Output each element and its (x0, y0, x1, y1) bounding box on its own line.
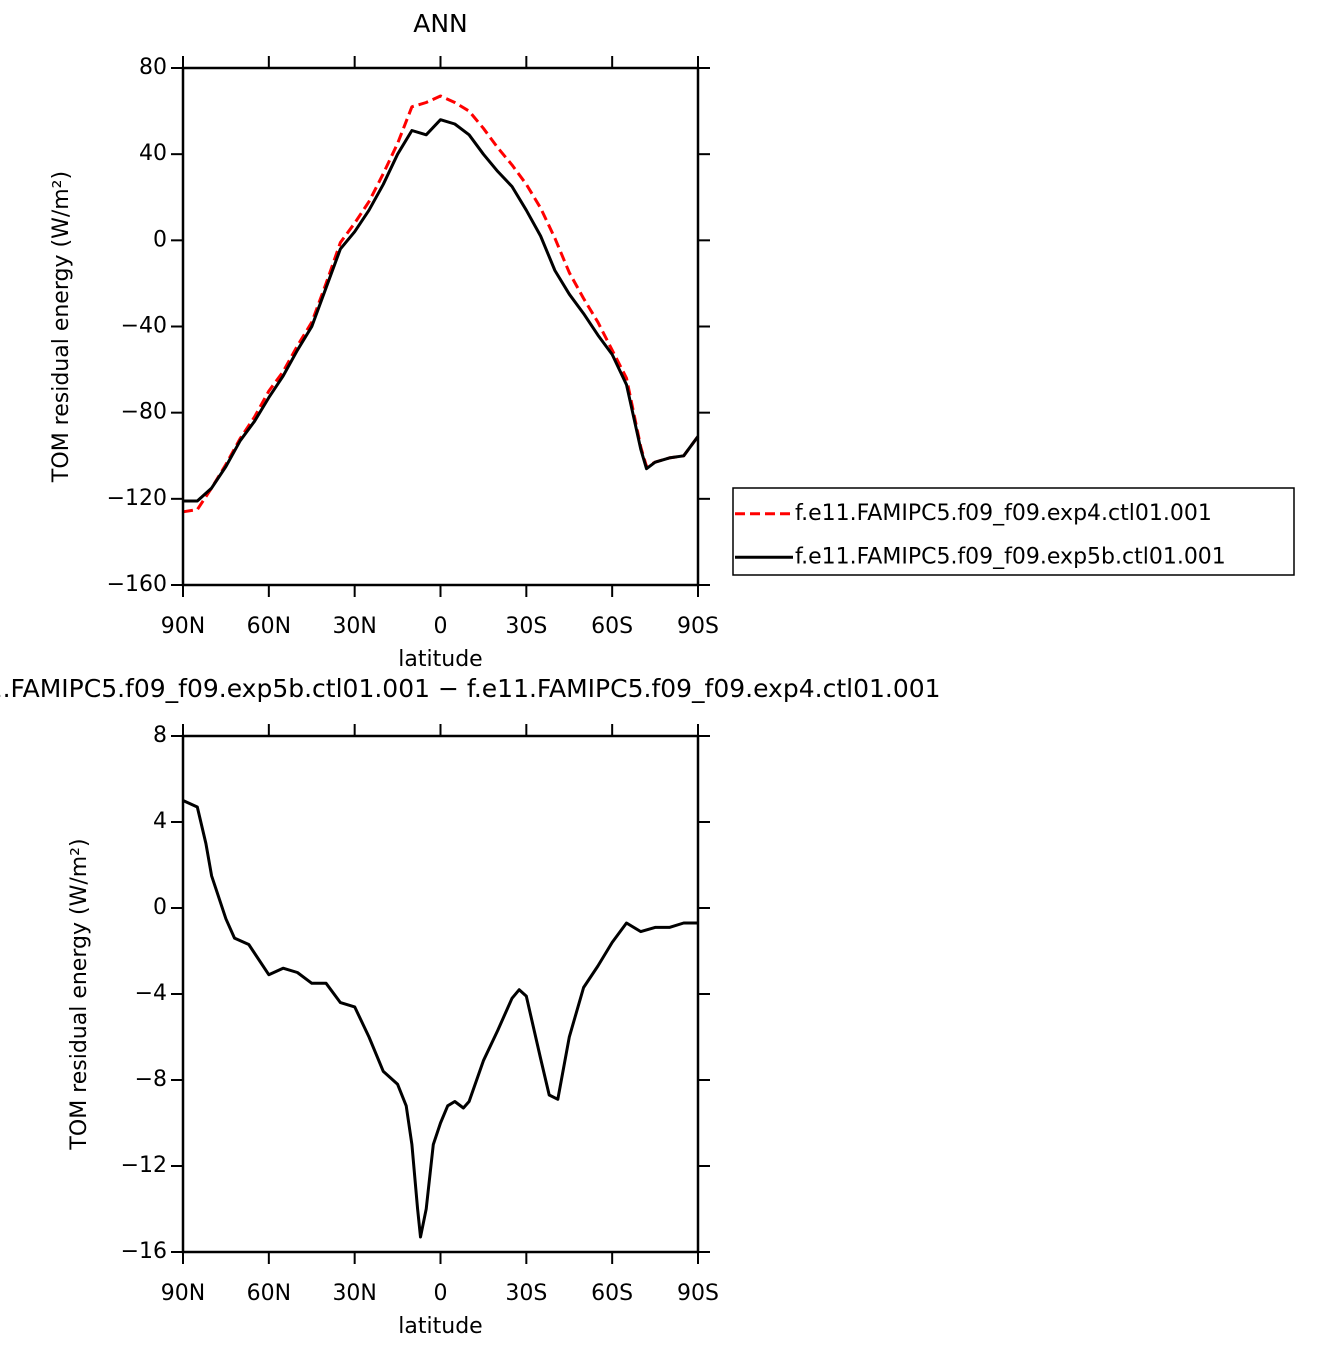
y-tick-label: −120 (107, 486, 167, 511)
x-tick-label: 90S (677, 614, 719, 639)
chart-title: ANN (413, 9, 468, 38)
y-axis-label: TOM residual energy (W/m²) (67, 838, 92, 1150)
x-tick-label: 60N (247, 614, 291, 639)
plot-frame (181, 734, 700, 1254)
x-tick-label: 60N (247, 1281, 291, 1306)
chart-title: f.e11.FAMIPC5.f09_f09.exp5b.ctl01.001 − … (0, 674, 941, 703)
legend-box (732, 487, 1295, 576)
y-tick-label: 0 (153, 227, 167, 252)
y-tick-label: −160 (107, 572, 167, 597)
x-tick-label: 60S (591, 614, 633, 639)
x-tick-label: 0 (434, 1281, 448, 1306)
y-tick-label: −16 (121, 1239, 167, 1264)
y-tick-label: −40 (121, 314, 167, 339)
data-line (182, 94, 700, 514)
y-tick-label: −4 (135, 981, 167, 1006)
legend-label: f.e11.FAMIPC5.f09_f09.exp5b.ctl01.001 (795, 544, 1226, 569)
y-tick-label: 40 (139, 141, 167, 166)
y-tick-label: −8 (135, 1067, 167, 1092)
data-line (182, 799, 698, 1239)
x-tick-label: 60S (591, 1281, 633, 1306)
y-tick-label: 8 (153, 723, 167, 748)
plot-frame (181, 66, 700, 587)
x-tick-label: 90S (677, 1281, 719, 1306)
y-tick-label: −80 (121, 400, 167, 425)
x-tick-label: 0 (434, 614, 448, 639)
legend-label: f.e11.FAMIPC5.f09_f09.exp4.ctl01.001 (795, 501, 1212, 526)
x-axis-label: latitude (398, 1314, 482, 1339)
x-tick-label: 30S (505, 614, 547, 639)
y-tick-label: 80 (139, 55, 167, 80)
y-axis-label: TOM residual energy (W/m²) (49, 171, 74, 483)
x-tick-label: 30S (505, 1281, 547, 1306)
data-line (183, 118, 700, 503)
y-tick-label: 4 (153, 809, 167, 834)
x-tick-label: 90N (161, 614, 205, 639)
x-tick-label: 30N (332, 614, 376, 639)
x-tick-label: 90N (161, 1281, 205, 1306)
x-tick-label: 30N (332, 1281, 376, 1306)
x-axis-label: latitude (398, 647, 482, 672)
y-tick-label: 0 (153, 895, 167, 920)
y-tick-label: −12 (121, 1153, 167, 1178)
